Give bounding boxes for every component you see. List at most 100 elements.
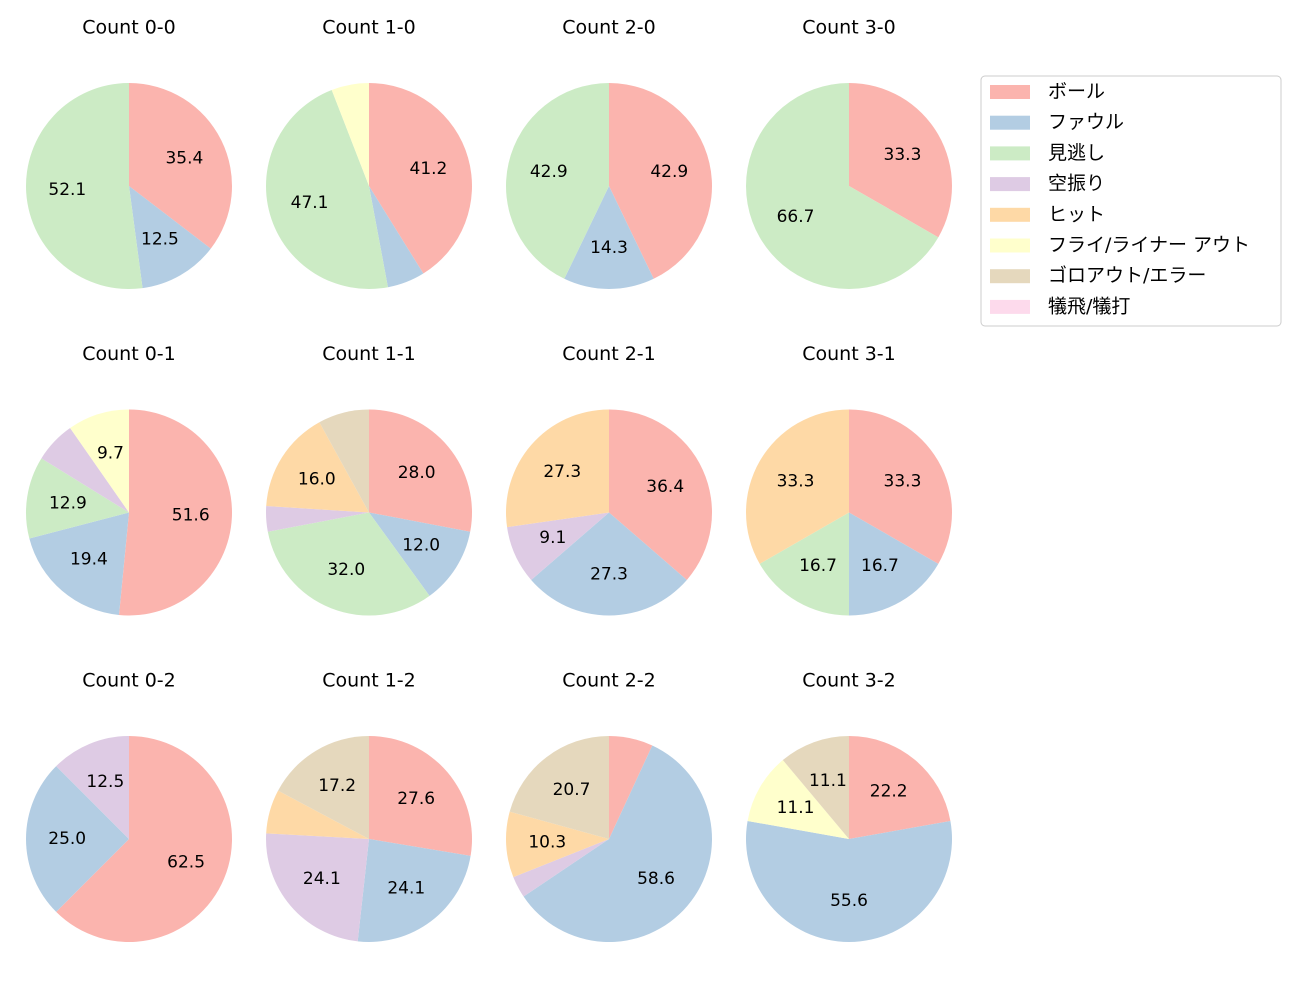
pie-slice [267, 512, 430, 616]
pie-slice [319, 409, 369, 513]
slice-label: 16.7 [861, 556, 899, 576]
pie-slice [278, 736, 369, 839]
slice-label: 33.3 [884, 145, 922, 165]
pie-title: Count 0-0 [82, 17, 176, 39]
pie-slice [129, 186, 211, 289]
slice-label: 51.6 [172, 506, 210, 526]
legend-swatch [990, 299, 1030, 314]
slice-label: 24.1 [303, 869, 341, 889]
pie-title: Count 0-2 [82, 670, 176, 692]
slice-label: 62.5 [167, 853, 205, 873]
slice-label: 52.1 [48, 180, 86, 200]
legend-swatch [990, 146, 1030, 161]
slice-label: 28.0 [398, 463, 436, 483]
legend-label: 空振り [1048, 173, 1105, 195]
pie-slice [331, 83, 369, 186]
slice-label: 42.9 [530, 162, 568, 182]
slice-label: 33.3 [884, 472, 922, 492]
pie-title: Count 3-0 [802, 17, 896, 39]
legend-swatch [990, 85, 1030, 99]
pie-slice [357, 839, 471, 942]
legend-box [980, 75, 1282, 327]
slice-label: 47.1 [291, 193, 329, 213]
slice-label: 14.3 [590, 238, 628, 258]
slice-label: 41.2 [410, 159, 448, 179]
slice-label: 33.3 [777, 472, 815, 492]
legend-swatch [990, 115, 1030, 130]
pie-slice [759, 512, 849, 616]
pie-slice [507, 512, 609, 580]
slice-label: 36.4 [646, 477, 684, 497]
pie-slice [745, 83, 939, 289]
slice-label: 24.1 [387, 878, 425, 898]
pie-slice [266, 422, 369, 513]
slice-label: 12.9 [49, 493, 87, 513]
slice-label: 11.1 [809, 771, 847, 791]
slice-label: 16.0 [298, 469, 336, 489]
pie-slice [369, 83, 473, 274]
slice-label: 12.0 [402, 536, 440, 556]
pie-title: Count 3-1 [802, 343, 896, 365]
pie-slice [369, 512, 471, 596]
pie-slice [505, 83, 609, 279]
slice-label: 12.5 [86, 772, 124, 792]
legend-swatch [990, 238, 1030, 253]
pie-slice [849, 83, 953, 238]
pie-slice [118, 409, 233, 616]
slice-label: 20.7 [553, 780, 591, 800]
pie-slice [609, 736, 653, 839]
pie-slice [56, 736, 130, 839]
pie-slice [849, 409, 953, 564]
pie-slice [513, 839, 609, 897]
pie-slice [266, 833, 369, 942]
slice-label: 11.1 [777, 798, 815, 818]
pie-slice [509, 736, 609, 839]
pie-title: Count 2-2 [562, 670, 656, 692]
pie-slice [29, 512, 129, 616]
pie-slice [266, 790, 369, 839]
pie-title: Count 1-0 [322, 17, 416, 39]
legend-swatch [990, 177, 1030, 192]
slice-label: 19.4 [70, 550, 108, 570]
pie-slice [266, 89, 388, 289]
pie-slice [26, 766, 130, 912]
slice-label: 42.9 [650, 162, 688, 182]
slice-label: 66.7 [777, 207, 815, 227]
slice-label: 27.3 [590, 564, 628, 584]
pie-title: Count 0-1 [82, 343, 176, 365]
pie-slice [746, 820, 952, 942]
slice-label: 17.2 [318, 776, 356, 796]
pie-slice [70, 409, 129, 513]
pie-slice [849, 512, 939, 616]
slice-label: 27.6 [397, 789, 435, 809]
pie-slice [782, 736, 849, 839]
slice-label: 9.1 [539, 528, 566, 548]
pie-slice [56, 736, 233, 943]
pie-slice [506, 409, 609, 528]
slice-label: 9.7 [97, 444, 124, 464]
pie-slice [41, 428, 129, 513]
pie-slice [369, 186, 424, 288]
pie-title: Count 1-1 [322, 343, 416, 365]
pie-title: Count 2-0 [562, 17, 656, 39]
legend-label: ボール [1048, 81, 1105, 103]
pie-title: Count 1-2 [322, 670, 416, 692]
pie-slice [506, 811, 609, 878]
pie-title: Count 3-2 [802, 670, 896, 692]
slice-label: 16.7 [799, 556, 837, 576]
pie-slice [265, 506, 369, 532]
slice-label: 35.4 [165, 149, 203, 169]
pie-slice [531, 512, 687, 616]
legend-label: ゴロアウト/エラー [1048, 265, 1206, 287]
pie-slice [849, 736, 951, 839]
legend-swatch [990, 269, 1030, 284]
slice-label: 22.2 [870, 782, 908, 802]
legend-label: 見逃し [1048, 142, 1105, 164]
legend-label: ヒット [1048, 203, 1105, 225]
pie-slice [25, 83, 143, 289]
slice-label: 55.6 [830, 891, 868, 911]
legend-label: フライ/ライナー アウト [1048, 234, 1250, 256]
legend-label: ファウル [1048, 111, 1124, 133]
pie-slice [369, 736, 473, 856]
